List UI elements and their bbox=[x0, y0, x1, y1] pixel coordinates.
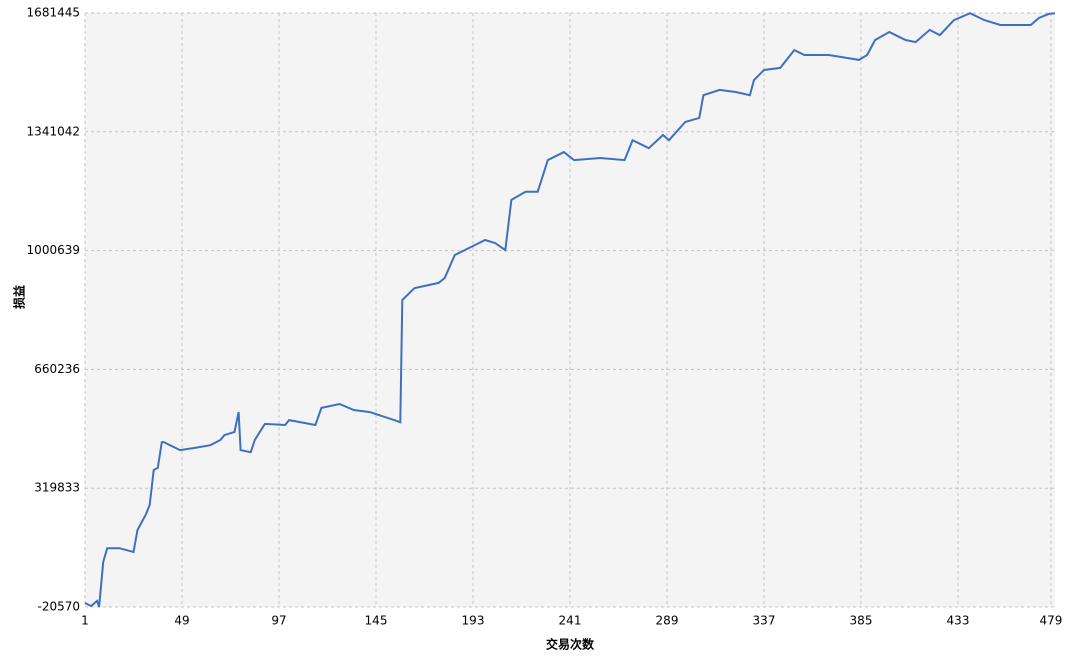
y-tick-label: 660236 bbox=[34, 362, 80, 376]
x-tick-label: 97 bbox=[271, 614, 286, 628]
x-tick-label: 433 bbox=[947, 614, 970, 628]
y-tick-label: -20570 bbox=[37, 600, 80, 614]
x-tick-label: 479 bbox=[1040, 614, 1063, 628]
x-tick-label: 193 bbox=[462, 614, 485, 628]
x-tick-label: 337 bbox=[753, 614, 776, 628]
x-tick-label: 1 bbox=[81, 614, 89, 628]
y-tick-label: 1341042 bbox=[27, 124, 80, 138]
x-tick-label: 145 bbox=[365, 614, 388, 628]
x-axis-label: 交易次数 bbox=[546, 637, 595, 652]
x-tick-label: 241 bbox=[559, 614, 582, 628]
x-tick-label: 289 bbox=[656, 614, 679, 628]
y-tick-label: 1681445 bbox=[27, 6, 80, 20]
y-axis-label: 损益 bbox=[12, 285, 27, 309]
x-tick-label: 49 bbox=[174, 614, 189, 628]
x-tick-label: 385 bbox=[850, 614, 873, 628]
y-tick-label: 1000639 bbox=[27, 243, 80, 257]
y-tick-label: 319833 bbox=[34, 481, 80, 495]
line bbox=[84, 12, 1056, 608]
